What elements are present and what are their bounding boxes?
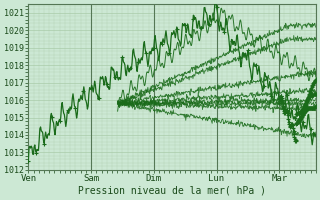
- X-axis label: Pression niveau de la mer( hPa ): Pression niveau de la mer( hPa ): [78, 186, 266, 196]
